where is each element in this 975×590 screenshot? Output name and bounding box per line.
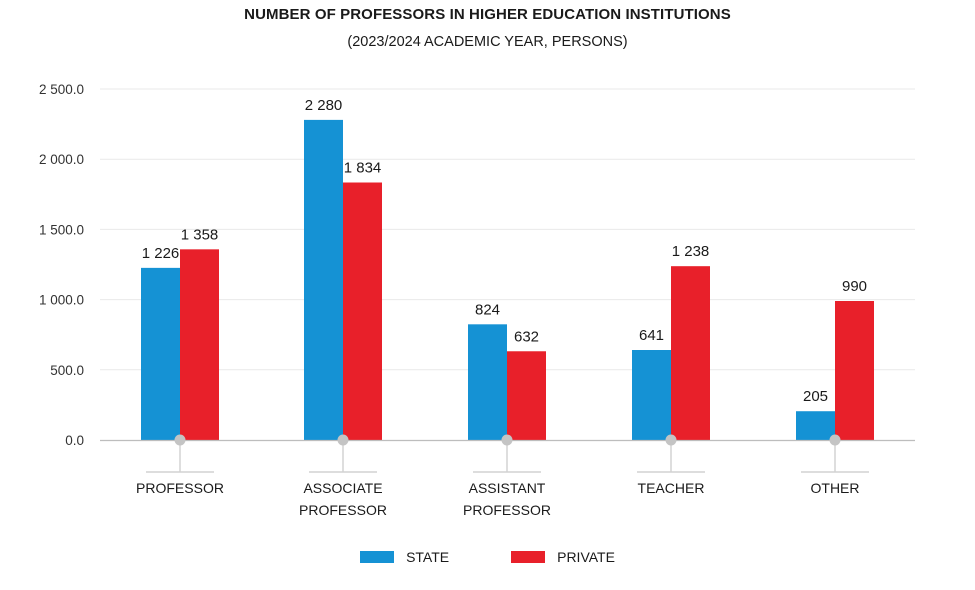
data-label: 641 xyxy=(639,327,664,344)
bar-private xyxy=(180,249,219,440)
y-axis: 0.0 500.0 1 000.0 1 500.0 2 000.0 2 500.0 xyxy=(39,82,84,448)
x-tick-marker xyxy=(337,434,349,446)
legend-swatch-state xyxy=(360,551,395,563)
y-tick-label: 1 000.0 xyxy=(39,293,84,308)
x-tick-marker xyxy=(665,434,677,446)
legend-item-state: STATE xyxy=(360,549,449,565)
bar-private xyxy=(507,351,546,440)
y-tick-label: 500.0 xyxy=(50,363,84,378)
data-label: 1 834 xyxy=(344,160,382,177)
bar-state xyxy=(304,119,343,440)
chart-title: NUMBER OF PROFESSORS IN HIGHER EDUCATION… xyxy=(244,6,731,23)
data-label: 205 xyxy=(803,388,828,405)
bar-state xyxy=(141,267,180,440)
data-label: 1 238 xyxy=(672,243,710,260)
bar-private xyxy=(343,182,382,440)
x-tick-label: PROFESSOR xyxy=(299,502,387,518)
legend: STATE PRIVATE xyxy=(0,549,975,565)
bar-state xyxy=(632,350,671,440)
legend-swatch-private xyxy=(511,551,546,563)
data-label: 632 xyxy=(514,328,539,345)
y-tick-label: 1 500.0 xyxy=(39,222,84,237)
x-tick-label: PROFESSOR xyxy=(136,480,224,496)
data-label: 1 226 xyxy=(142,245,180,262)
x-tick-label: ASSISTANT xyxy=(469,480,546,496)
y-tick-label: 2 000.0 xyxy=(39,152,84,167)
data-label: 1 358 xyxy=(181,226,219,243)
bar-state xyxy=(796,411,835,440)
x-tick-marker xyxy=(829,434,841,446)
bar-private xyxy=(835,301,874,440)
x-tick-marker xyxy=(174,434,186,446)
data-label: 824 xyxy=(475,301,500,318)
x-tick-label: TEACHER xyxy=(638,480,705,496)
x-tick-label: OTHER xyxy=(811,480,860,496)
legend-item-private: PRIVATE xyxy=(511,549,615,565)
x-tick-label: ASSOCIATE xyxy=(303,480,382,496)
data-label: 2 280 xyxy=(305,97,343,114)
legend-label-private: PRIVATE xyxy=(557,549,615,565)
y-tick-label: 0.0 xyxy=(65,433,84,448)
x-axis: PROFESSOR ASSOCIATE PROFESSOR ASSISTANT PROF… xyxy=(100,434,915,518)
legend-label-state: STATE xyxy=(406,549,450,565)
x-tick-label: PROFESSOR xyxy=(463,502,551,518)
y-tick-label: 2 500.0 xyxy=(39,82,84,97)
bar-private xyxy=(671,266,710,440)
bar-state xyxy=(468,324,507,440)
data-label: 990 xyxy=(842,278,867,295)
gridlines xyxy=(100,88,915,371)
chart-subtitle: (2023/2024 ACADEMIC YEAR, PERSONS) xyxy=(347,34,628,50)
x-tick-marker xyxy=(501,434,513,446)
